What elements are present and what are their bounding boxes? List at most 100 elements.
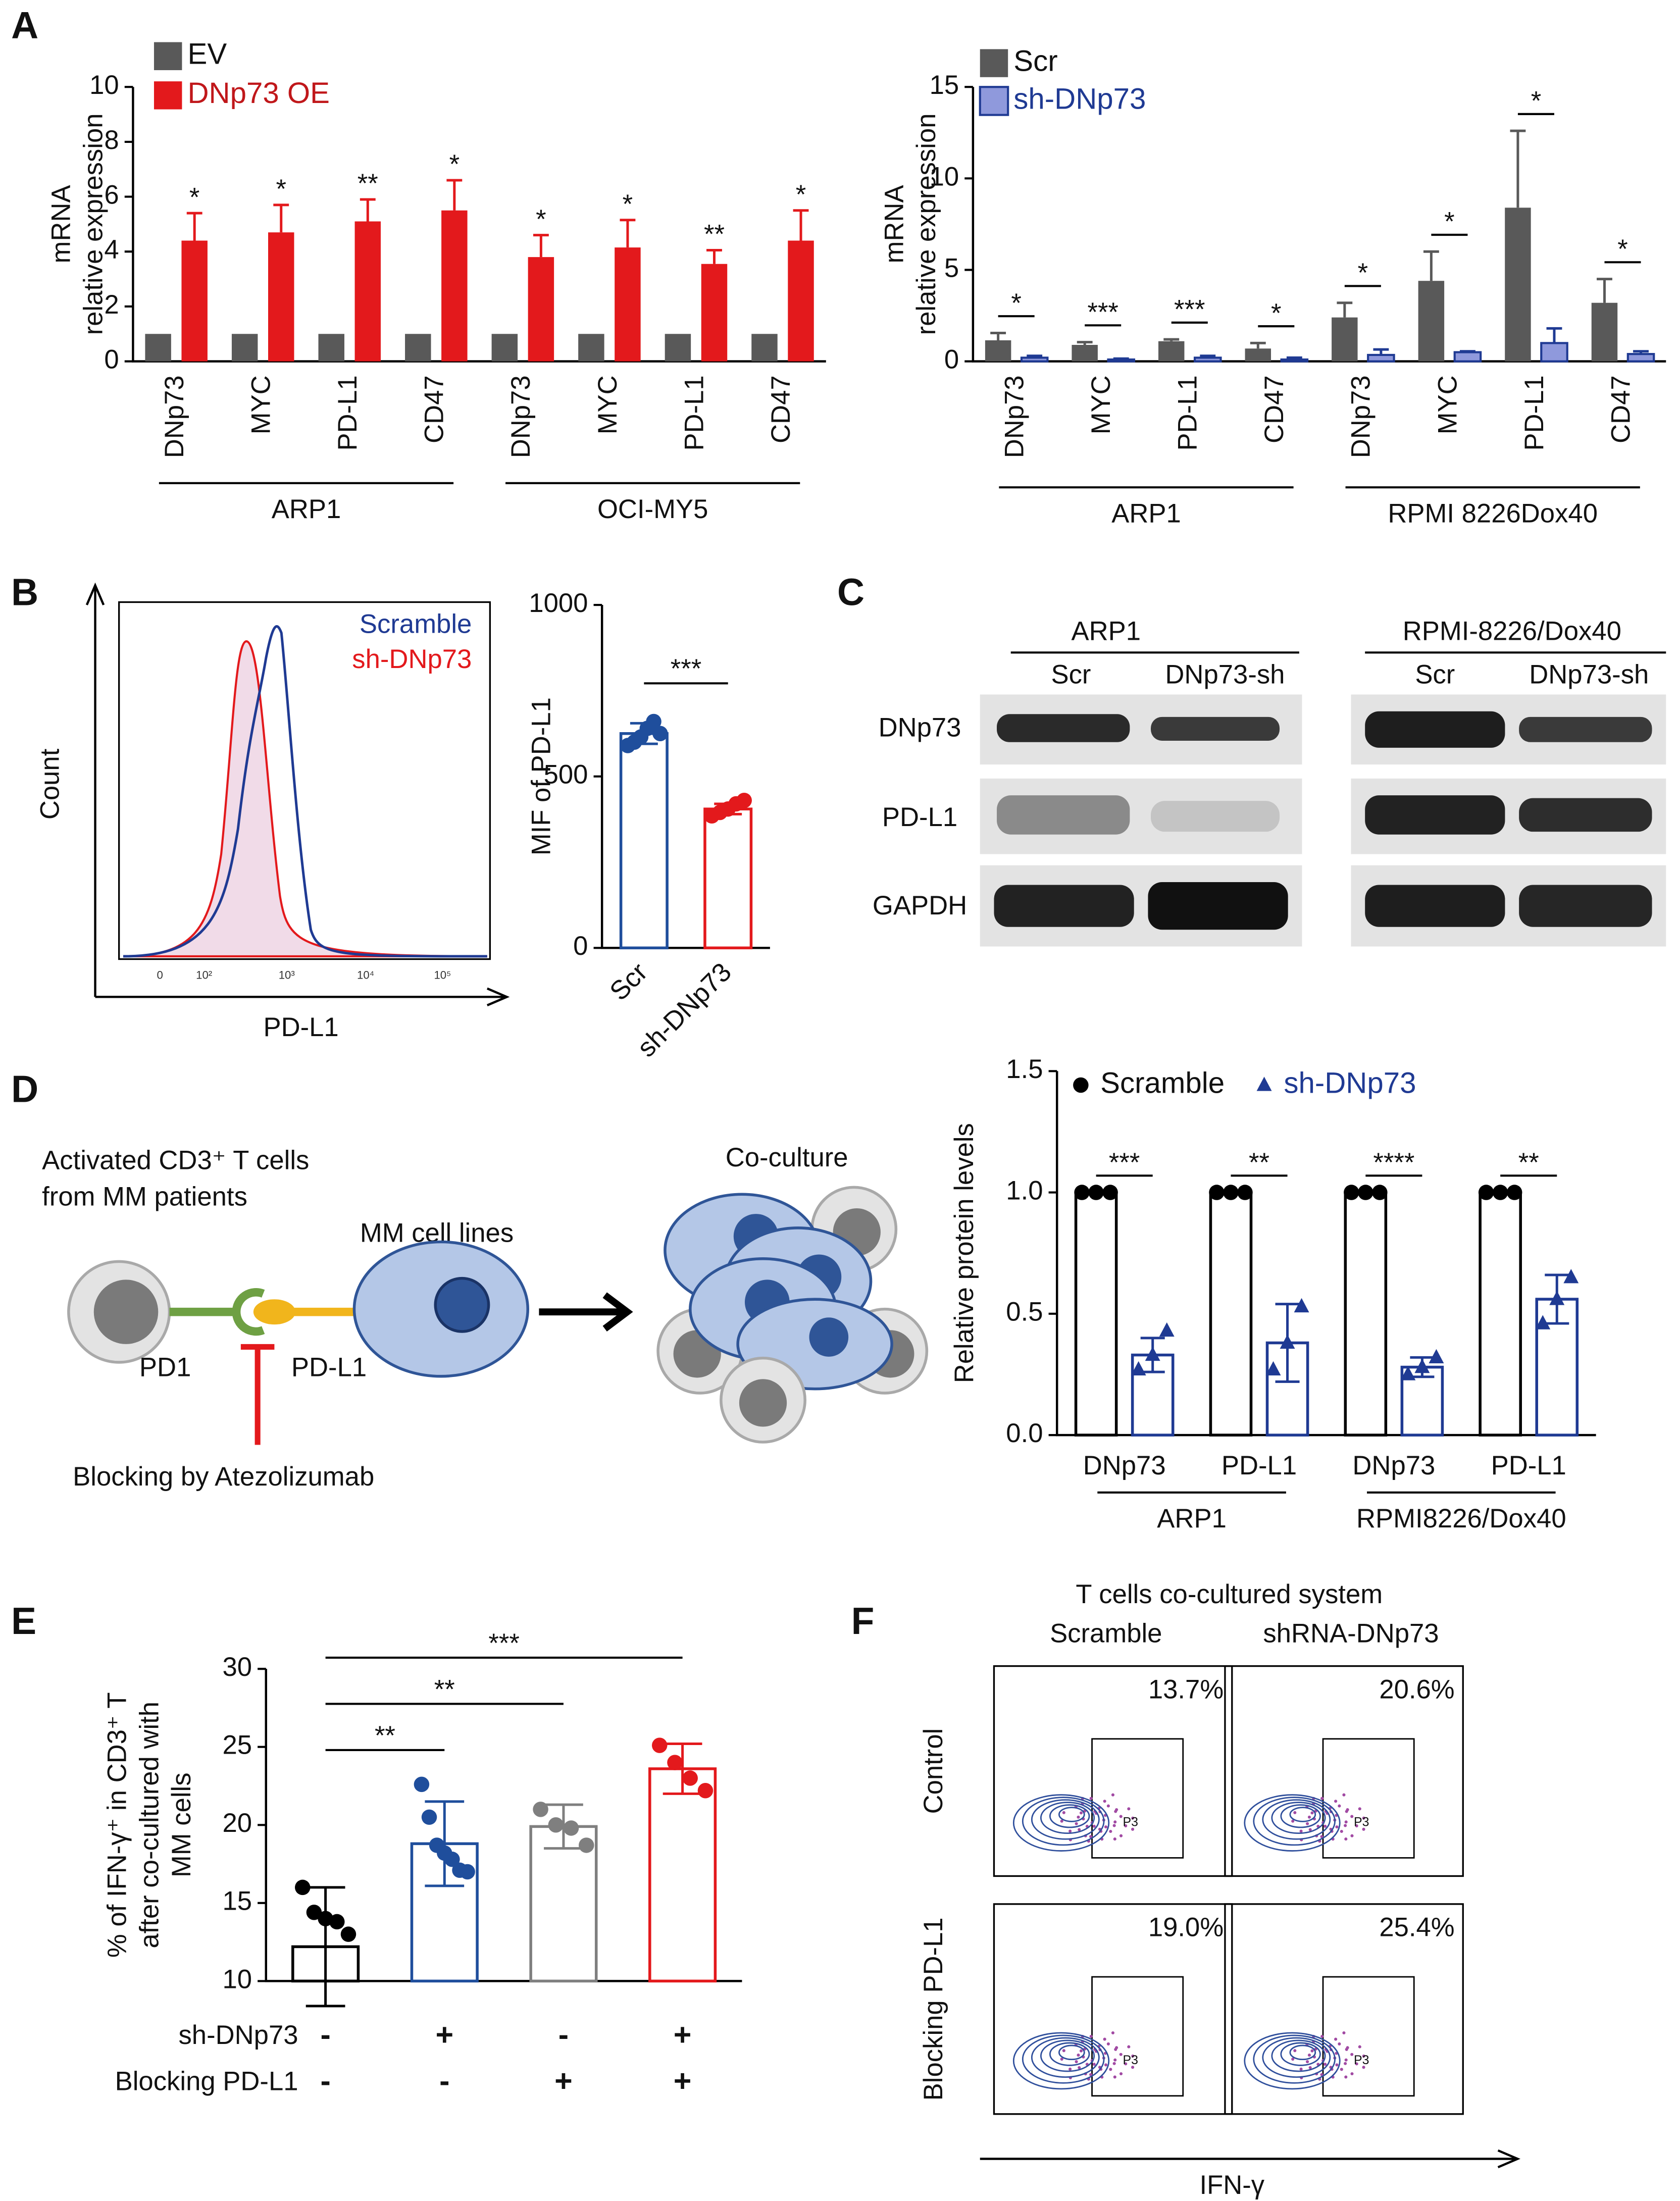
data-point [1280, 1334, 1295, 1349]
significance: *** [488, 1628, 519, 1658]
data-point [533, 1802, 548, 1817]
band [1365, 711, 1505, 748]
contour [1253, 1797, 1336, 1846]
error-bar [273, 203, 289, 233]
y-tick-label: 1000 [529, 588, 588, 618]
x-tick-label: DNp73 [1083, 1451, 1166, 1480]
event [1113, 2075, 1116, 2079]
western-blot: ARP1 Scr DNp73-sh RPMI-8226/Dox40 Scr DN… [873, 616, 1666, 947]
contour [1280, 2042, 1321, 2066]
condition-value: + [674, 2017, 692, 2052]
event [1111, 2031, 1115, 2035]
significance: * [796, 180, 806, 210]
event [1113, 2058, 1117, 2062]
contour [1040, 2039, 1095, 2072]
event [1342, 1793, 1346, 1797]
diagram-label: Blocking by Atezolizumab [73, 1462, 374, 1492]
bar [1209, 1191, 1253, 1437]
group-label: ARP1 [1111, 499, 1181, 529]
data-point [1358, 1185, 1373, 1200]
error-bar [1163, 338, 1180, 341]
band [1365, 795, 1505, 835]
x-tick-label: MYC [1433, 375, 1462, 434]
data-point [736, 792, 752, 808]
event [1092, 1824, 1096, 1828]
row-label: Blocking PD-L1 [919, 1917, 948, 2101]
legend-label: sh-DNp73 [1284, 1066, 1416, 1099]
data-point [1074, 1185, 1090, 1200]
significance: * [1358, 258, 1368, 288]
error-bar [1337, 301, 1353, 318]
error-bar [620, 219, 636, 248]
contour [1022, 1797, 1105, 1846]
significance: ** [358, 169, 378, 198]
bar [1020, 356, 1049, 363]
protein-label: PD-L1 [882, 802, 957, 832]
event [1075, 1822, 1078, 1825]
y-axis-label: mRNA [46, 185, 76, 264]
y-tick-label: 0 [104, 345, 119, 375]
diagram-label: PD1 [139, 1353, 191, 1383]
contour [1280, 1804, 1321, 1828]
axis-label: IFN-γ [1199, 2170, 1264, 2200]
event [1062, 2049, 1065, 2053]
data-point [294, 1879, 311, 1896]
event [1306, 1822, 1309, 1825]
tick-label: 10³ [279, 969, 295, 982]
y-tick-label: 15 [930, 70, 959, 100]
data-point [1414, 1358, 1430, 1373]
diagram-label: from MM patients [42, 1182, 247, 1211]
legend-label: DNp73 OE [188, 77, 330, 110]
significance: * [1271, 298, 1282, 328]
panel-label: E [11, 1600, 36, 1642]
event [1092, 2063, 1096, 2066]
bar [268, 232, 294, 362]
contour [1262, 2037, 1331, 2078]
data-point [1294, 1298, 1309, 1313]
data-point [1088, 1185, 1104, 1200]
contour [1262, 1799, 1331, 1840]
condition-value: + [554, 2064, 573, 2098]
event [1114, 1810, 1117, 1813]
legend-marker [1256, 1077, 1272, 1091]
x-tick-label: PD-L1 [1491, 1451, 1566, 1480]
event [1323, 2063, 1327, 2066]
x-tick-label: CD47 [766, 375, 796, 443]
contour [1289, 2044, 1316, 2061]
event [1344, 2058, 1348, 2062]
tick-label: 10⁴ [357, 969, 374, 982]
y-tick-label: 5 [944, 253, 959, 283]
data-point [421, 1809, 437, 1825]
panel-label: F [851, 1600, 875, 1642]
error-bar [1200, 354, 1216, 358]
plot-frame [118, 601, 491, 960]
bar [985, 340, 1011, 362]
group-label: RPMI8226/Dox40 [1356, 1504, 1566, 1533]
event [1350, 2072, 1354, 2076]
event [1350, 1834, 1354, 1837]
data-point [646, 713, 661, 730]
data-point [1265, 1361, 1281, 1376]
bar [405, 334, 431, 362]
event [1335, 1825, 1339, 1829]
y-tick-label: 15 [222, 1886, 252, 1916]
axis-label: Count [35, 748, 65, 820]
event [1103, 1800, 1106, 1803]
event [1320, 2073, 1323, 2076]
event [1310, 1811, 1314, 1815]
y-axis-label: MIF of PD-L1 [527, 697, 556, 855]
event [1089, 1797, 1093, 1800]
percentage: 25.4% [1379, 1913, 1454, 1942]
legend-swatch [154, 42, 182, 70]
x-arrow [95, 987, 510, 1007]
significance: * [189, 182, 199, 212]
plot-frame [1224, 1903, 1464, 2115]
contour [1031, 1799, 1100, 1840]
band [997, 714, 1130, 742]
data-point [651, 1737, 668, 1753]
data-point [1237, 1185, 1253, 1200]
lane-label: DNp73-sh [1529, 659, 1649, 689]
band [1365, 885, 1505, 927]
legend-label: Scramble [360, 609, 472, 639]
percentage: 13.7% [1148, 1674, 1224, 1704]
